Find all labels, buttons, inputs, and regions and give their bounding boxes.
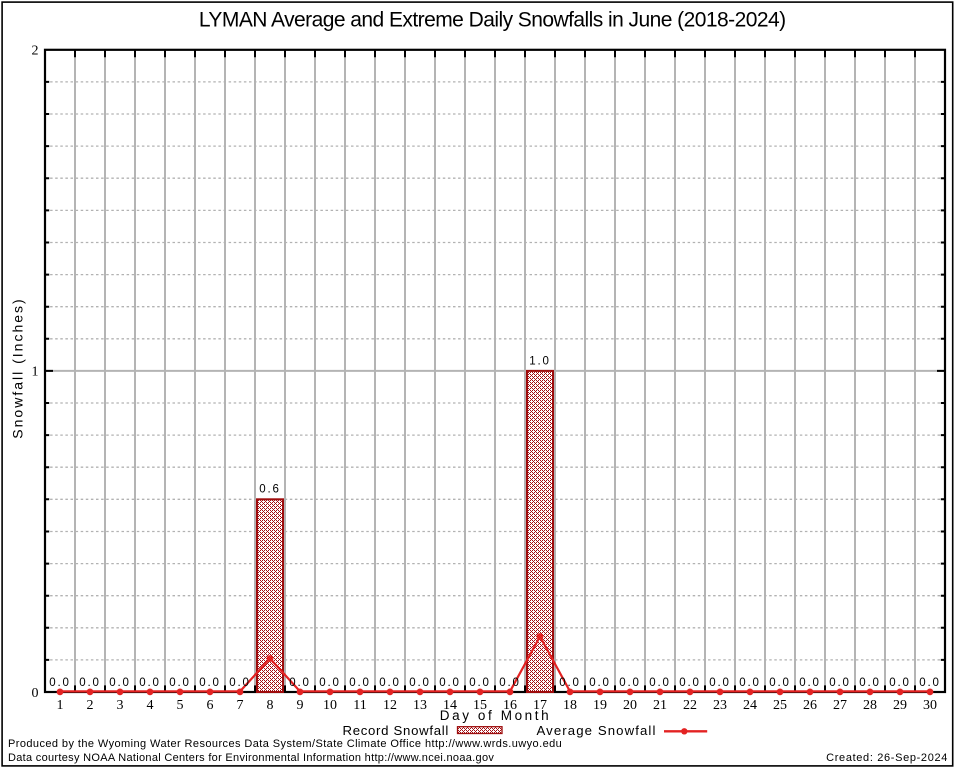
svg-text:24: 24	[743, 698, 757, 713]
svg-text:29: 29	[893, 698, 907, 713]
svg-text:0.0: 0.0	[49, 677, 70, 689]
svg-text:7: 7	[237, 698, 244, 713]
svg-text:2: 2	[32, 44, 39, 59]
svg-text:28: 28	[863, 698, 877, 713]
svg-text:0.0: 0.0	[199, 677, 220, 689]
svg-text:0.0: 0.0	[349, 677, 370, 689]
svg-text:0.0: 0.0	[139, 677, 160, 689]
svg-text:3: 3	[117, 698, 124, 713]
svg-text:0.0: 0.0	[919, 677, 940, 689]
svg-text:13: 13	[413, 698, 427, 713]
svg-text:25: 25	[773, 698, 787, 713]
svg-text:27: 27	[833, 698, 847, 713]
svg-text:0.0: 0.0	[799, 677, 820, 689]
svg-text:0.0: 0.0	[379, 677, 400, 689]
svg-text:0.0: 0.0	[409, 677, 430, 689]
svg-text:0.0: 0.0	[79, 677, 100, 689]
svg-text:0.0: 0.0	[559, 677, 580, 689]
svg-text:22: 22	[683, 698, 697, 713]
svg-text:21: 21	[653, 698, 667, 713]
svg-text:0.0: 0.0	[589, 677, 610, 689]
svg-text:23: 23	[713, 698, 727, 713]
svg-text:10: 10	[323, 698, 337, 713]
svg-text:Day of Month: Day of Month	[440, 708, 552, 723]
svg-text:0.0: 0.0	[439, 677, 460, 689]
svg-text:Produced by the Wyoming Water: Produced by the Wyoming Water Resources …	[8, 738, 562, 750]
svg-text:1: 1	[57, 698, 64, 713]
svg-text:0.0: 0.0	[649, 677, 670, 689]
svg-text:0.0: 0.0	[289, 677, 310, 689]
svg-text:Data courtesy NOAA National Ce: Data courtesy NOAA National Centers for …	[8, 752, 494, 764]
svg-text:Created: 26-Sep-2024: Created: 26-Sep-2024	[826, 752, 948, 764]
svg-text:4: 4	[147, 698, 154, 713]
svg-text:16: 16	[503, 698, 517, 713]
svg-text:11: 11	[353, 698, 366, 713]
svg-text:17: 17	[533, 698, 547, 713]
svg-text:5: 5	[177, 698, 184, 713]
svg-text:0.0: 0.0	[619, 677, 640, 689]
svg-text:1.0: 1.0	[529, 355, 550, 367]
svg-text:12: 12	[383, 698, 397, 713]
svg-text:0: 0	[32, 686, 39, 701]
svg-text:30: 30	[923, 698, 937, 713]
svg-text:1: 1	[32, 365, 39, 380]
svg-text:14: 14	[443, 698, 457, 713]
svg-text:Average Snowfall: Average Snowfall	[537, 723, 657, 738]
svg-text:8: 8	[267, 698, 274, 713]
svg-text:0.0: 0.0	[319, 677, 340, 689]
svg-text:Snowfall (Inches): Snowfall (Inches)	[10, 297, 26, 438]
svg-text:0.0: 0.0	[499, 677, 520, 689]
svg-text:2: 2	[87, 698, 94, 713]
svg-text:0.0: 0.0	[229, 677, 250, 689]
svg-text:19: 19	[593, 698, 607, 713]
svg-text:0.0: 0.0	[709, 677, 730, 689]
svg-text:Record Snowfall: Record Snowfall	[342, 723, 449, 738]
svg-text:0.0: 0.0	[169, 677, 190, 689]
svg-text:20: 20	[623, 698, 637, 713]
svg-text:0.6: 0.6	[259, 483, 280, 495]
svg-text:0.0: 0.0	[859, 677, 880, 689]
svg-text:0.0: 0.0	[889, 677, 910, 689]
svg-text:26: 26	[803, 698, 817, 713]
svg-text:15: 15	[473, 698, 487, 713]
svg-text:0.0: 0.0	[109, 677, 130, 689]
svg-text:LYMAN Average and Extreme Dail: LYMAN Average and Extreme Daily Snowfall…	[199, 9, 786, 32]
svg-text:0.0: 0.0	[769, 677, 790, 689]
svg-text:9: 9	[297, 698, 304, 713]
svg-text:6: 6	[207, 698, 214, 713]
svg-text:0.0: 0.0	[829, 677, 850, 689]
svg-text:0.0: 0.0	[679, 677, 700, 689]
svg-text:0.0: 0.0	[739, 677, 760, 689]
svg-text:18: 18	[563, 698, 577, 713]
svg-text:0.0: 0.0	[469, 677, 490, 689]
